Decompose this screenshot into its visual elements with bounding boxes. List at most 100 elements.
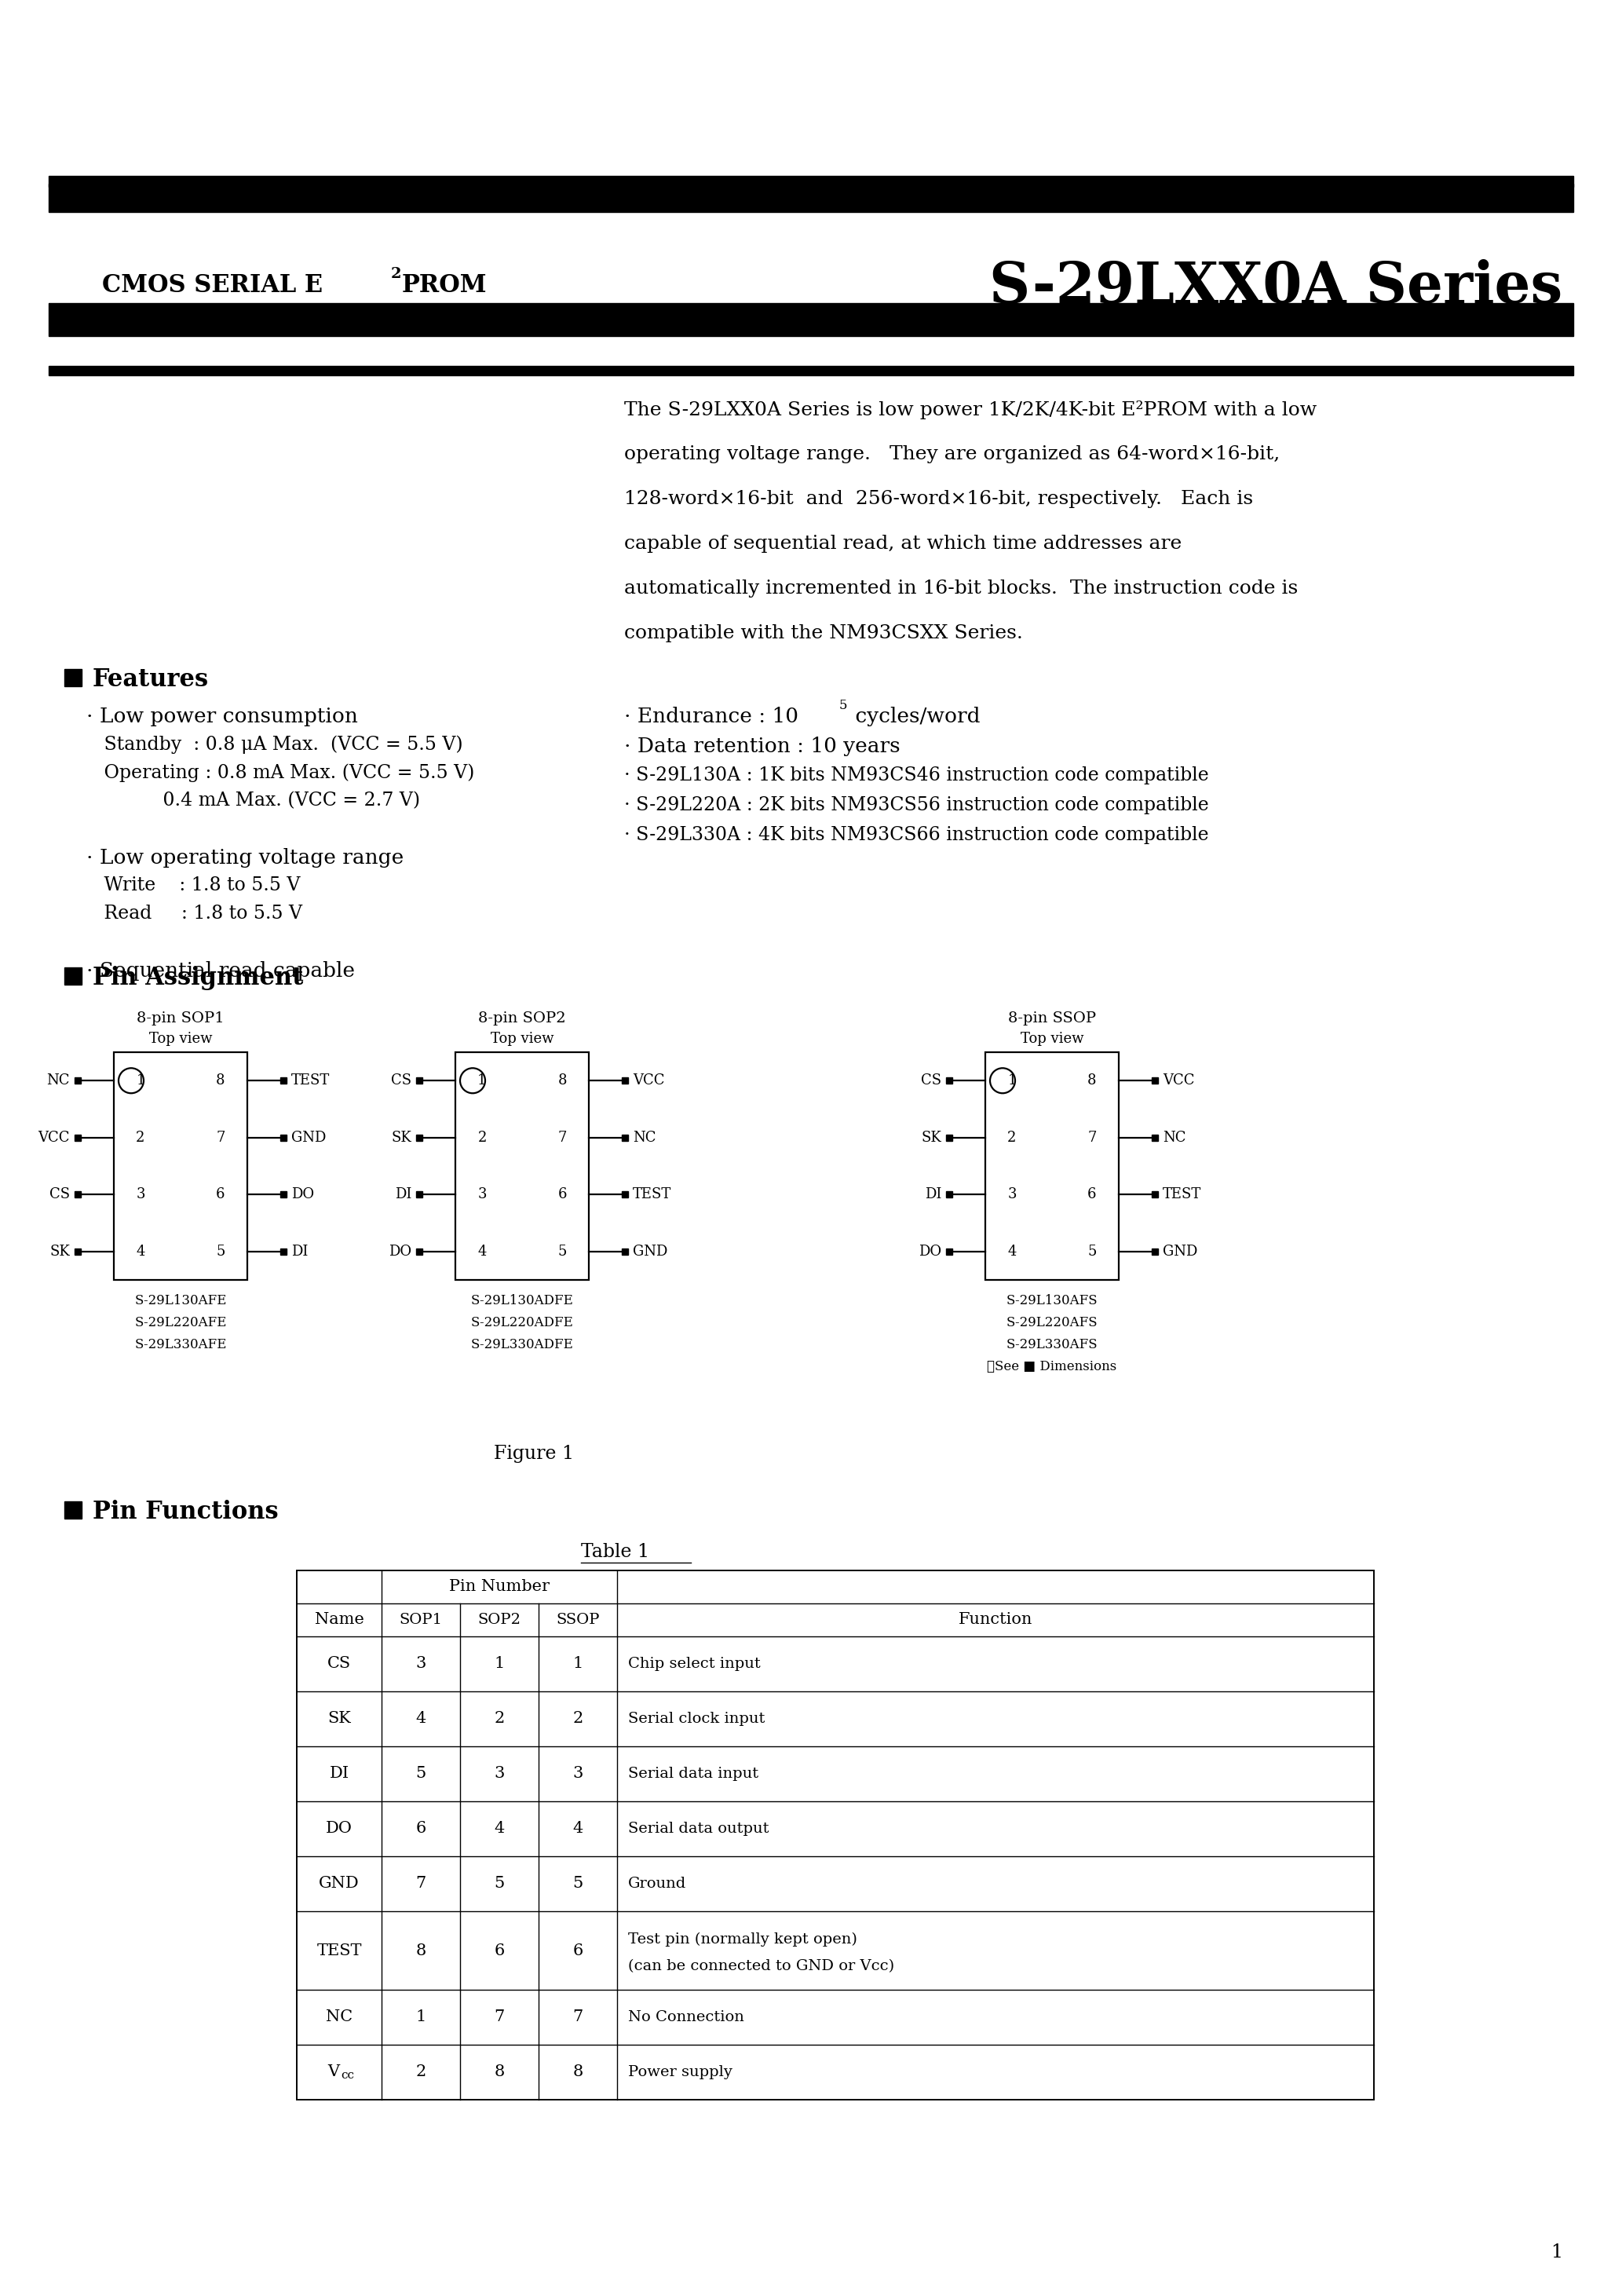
Text: TEST: TEST <box>292 1075 329 1088</box>
Text: Serial data input: Serial data input <box>628 1766 759 1782</box>
Text: GND: GND <box>292 1130 326 1146</box>
Bar <box>946 1134 952 1141</box>
Bar <box>49 184 1573 211</box>
Text: 1: 1 <box>136 1075 144 1088</box>
Text: SOP1: SOP1 <box>399 1612 443 1628</box>
Bar <box>281 1192 287 1199</box>
Bar <box>1152 1077 1158 1084</box>
Text: 8-pin SOP2: 8-pin SOP2 <box>478 1010 566 1026</box>
Bar <box>114 1052 247 1279</box>
Text: 8-pin SSOP: 8-pin SSOP <box>1007 1010 1096 1026</box>
Text: 5: 5 <box>415 1766 427 1782</box>
Bar <box>456 1052 589 1279</box>
Text: · S-29L130A : 1K bits NM93CS46 instruction code compatible: · S-29L130A : 1K bits NM93CS46 instructi… <box>624 767 1208 785</box>
Text: 3: 3 <box>1007 1187 1017 1201</box>
Bar <box>75 1134 81 1141</box>
Bar <box>621 1077 628 1084</box>
Text: VCC: VCC <box>1163 1075 1194 1088</box>
Text: Write    : 1.8 to 5.5 V: Write : 1.8 to 5.5 V <box>86 877 300 895</box>
Text: NC: NC <box>47 1075 70 1088</box>
Text: 4: 4 <box>1007 1244 1017 1258</box>
Text: Serial data output: Serial data output <box>628 1821 769 1837</box>
Text: Chip select input: Chip select input <box>628 1658 761 1671</box>
Text: Top view: Top view <box>490 1031 553 1047</box>
Text: 5: 5 <box>495 1876 504 1892</box>
Text: 4: 4 <box>136 1244 144 1258</box>
Bar <box>297 1570 1374 2101</box>
Text: S-29L130ADFE: S-29L130ADFE <box>470 1295 574 1306</box>
Text: PROM: PROM <box>402 273 487 298</box>
Bar <box>621 1192 628 1199</box>
Bar <box>417 1134 422 1141</box>
Text: · Data retention : 10 years: · Data retention : 10 years <box>624 737 900 755</box>
Text: 6: 6 <box>495 1942 504 1958</box>
Text: · Low operating voltage range: · Low operating voltage range <box>86 847 404 868</box>
Text: 5: 5 <box>216 1244 225 1258</box>
Text: 7: 7 <box>558 1130 566 1146</box>
Bar <box>281 1134 287 1141</box>
Bar <box>75 1077 81 1084</box>
Text: TEST: TEST <box>1163 1187 1202 1201</box>
Text: 1: 1 <box>1007 1075 1017 1088</box>
Text: Function: Function <box>959 1612 1033 1628</box>
Bar <box>49 303 1573 335</box>
Text: VCC: VCC <box>633 1075 665 1088</box>
Text: The S-29LXX0A Series is low power 1K/2K/4K-bit E²PROM with a low: The S-29LXX0A Series is low power 1K/2K/… <box>624 400 1317 420</box>
Text: SK: SK <box>50 1244 70 1258</box>
Text: 0.4 mA Max. (VCC = 2.7 V): 0.4 mA Max. (VCC = 2.7 V) <box>86 792 420 810</box>
Text: S-29L330AFS: S-29L330AFS <box>1006 1339 1098 1352</box>
Text: NC: NC <box>1163 1130 1186 1146</box>
Bar <box>621 1134 628 1141</box>
Text: · S-29L220A : 2K bits NM93CS56 instruction code compatible: · S-29L220A : 2K bits NM93CS56 instructi… <box>624 797 1208 815</box>
Text: DO: DO <box>326 1821 352 1837</box>
Text: 4: 4 <box>495 1821 504 1837</box>
Text: Serial clock input: Serial clock input <box>628 1713 766 1727</box>
Text: Pin Assignment: Pin Assignment <box>92 967 303 990</box>
Text: S-29L130AFS: S-29L130AFS <box>1006 1295 1098 1306</box>
Text: capable of sequential read, at which time addresses are: capable of sequential read, at which tim… <box>624 535 1182 553</box>
Bar <box>985 1052 1119 1279</box>
Text: Name: Name <box>315 1612 363 1628</box>
Text: 6: 6 <box>573 1942 582 1958</box>
Text: S-29L130AFE: S-29L130AFE <box>135 1295 227 1306</box>
Bar <box>417 1192 422 1199</box>
Text: 4: 4 <box>573 1821 582 1837</box>
Text: 7: 7 <box>1088 1130 1096 1146</box>
Bar <box>65 967 81 985</box>
Text: GND: GND <box>1163 1244 1197 1258</box>
Bar <box>417 1249 422 1254</box>
Text: CMOS SERIAL E: CMOS SERIAL E <box>102 273 323 298</box>
Text: Pin Number: Pin Number <box>449 1580 550 1593</box>
Text: CS: CS <box>391 1075 412 1088</box>
Text: CS: CS <box>49 1187 70 1201</box>
Text: TEST: TEST <box>316 1942 362 1958</box>
Text: GND: GND <box>320 1876 360 1892</box>
Text: operating voltage range.   They are organized as 64-word×16-bit,: operating voltage range. They are organi… <box>624 445 1280 464</box>
Text: 5: 5 <box>1088 1244 1096 1258</box>
Text: 6: 6 <box>216 1187 225 1201</box>
Text: 2: 2 <box>136 1130 144 1146</box>
Text: Top view: Top view <box>1020 1031 1083 1047</box>
Bar <box>1152 1249 1158 1254</box>
Text: 2: 2 <box>1007 1130 1017 1146</box>
Text: NC: NC <box>326 2009 352 2025</box>
Bar <box>1152 1192 1158 1199</box>
Bar <box>75 1249 81 1254</box>
Text: DO: DO <box>918 1244 941 1258</box>
Text: S-29L330AFE: S-29L330AFE <box>135 1339 227 1352</box>
Text: 2: 2 <box>495 1711 504 1727</box>
Text: · Endurance : 10: · Endurance : 10 <box>624 707 798 726</box>
Text: 6: 6 <box>558 1187 566 1201</box>
Text: 3: 3 <box>415 1655 427 1671</box>
Text: 1: 1 <box>495 1655 504 1671</box>
Text: SSOP: SSOP <box>556 1612 600 1628</box>
Text: SK: SK <box>391 1130 412 1146</box>
Text: S-29L220ADFE: S-29L220ADFE <box>470 1316 574 1329</box>
Bar <box>946 1192 952 1199</box>
Text: 5: 5 <box>558 1244 566 1258</box>
Text: SOP2: SOP2 <box>478 1612 521 1628</box>
Text: DO: DO <box>389 1244 412 1258</box>
Text: TEST: TEST <box>633 1187 672 1201</box>
Text: 1: 1 <box>1551 2243 1562 2262</box>
Bar <box>65 668 81 687</box>
